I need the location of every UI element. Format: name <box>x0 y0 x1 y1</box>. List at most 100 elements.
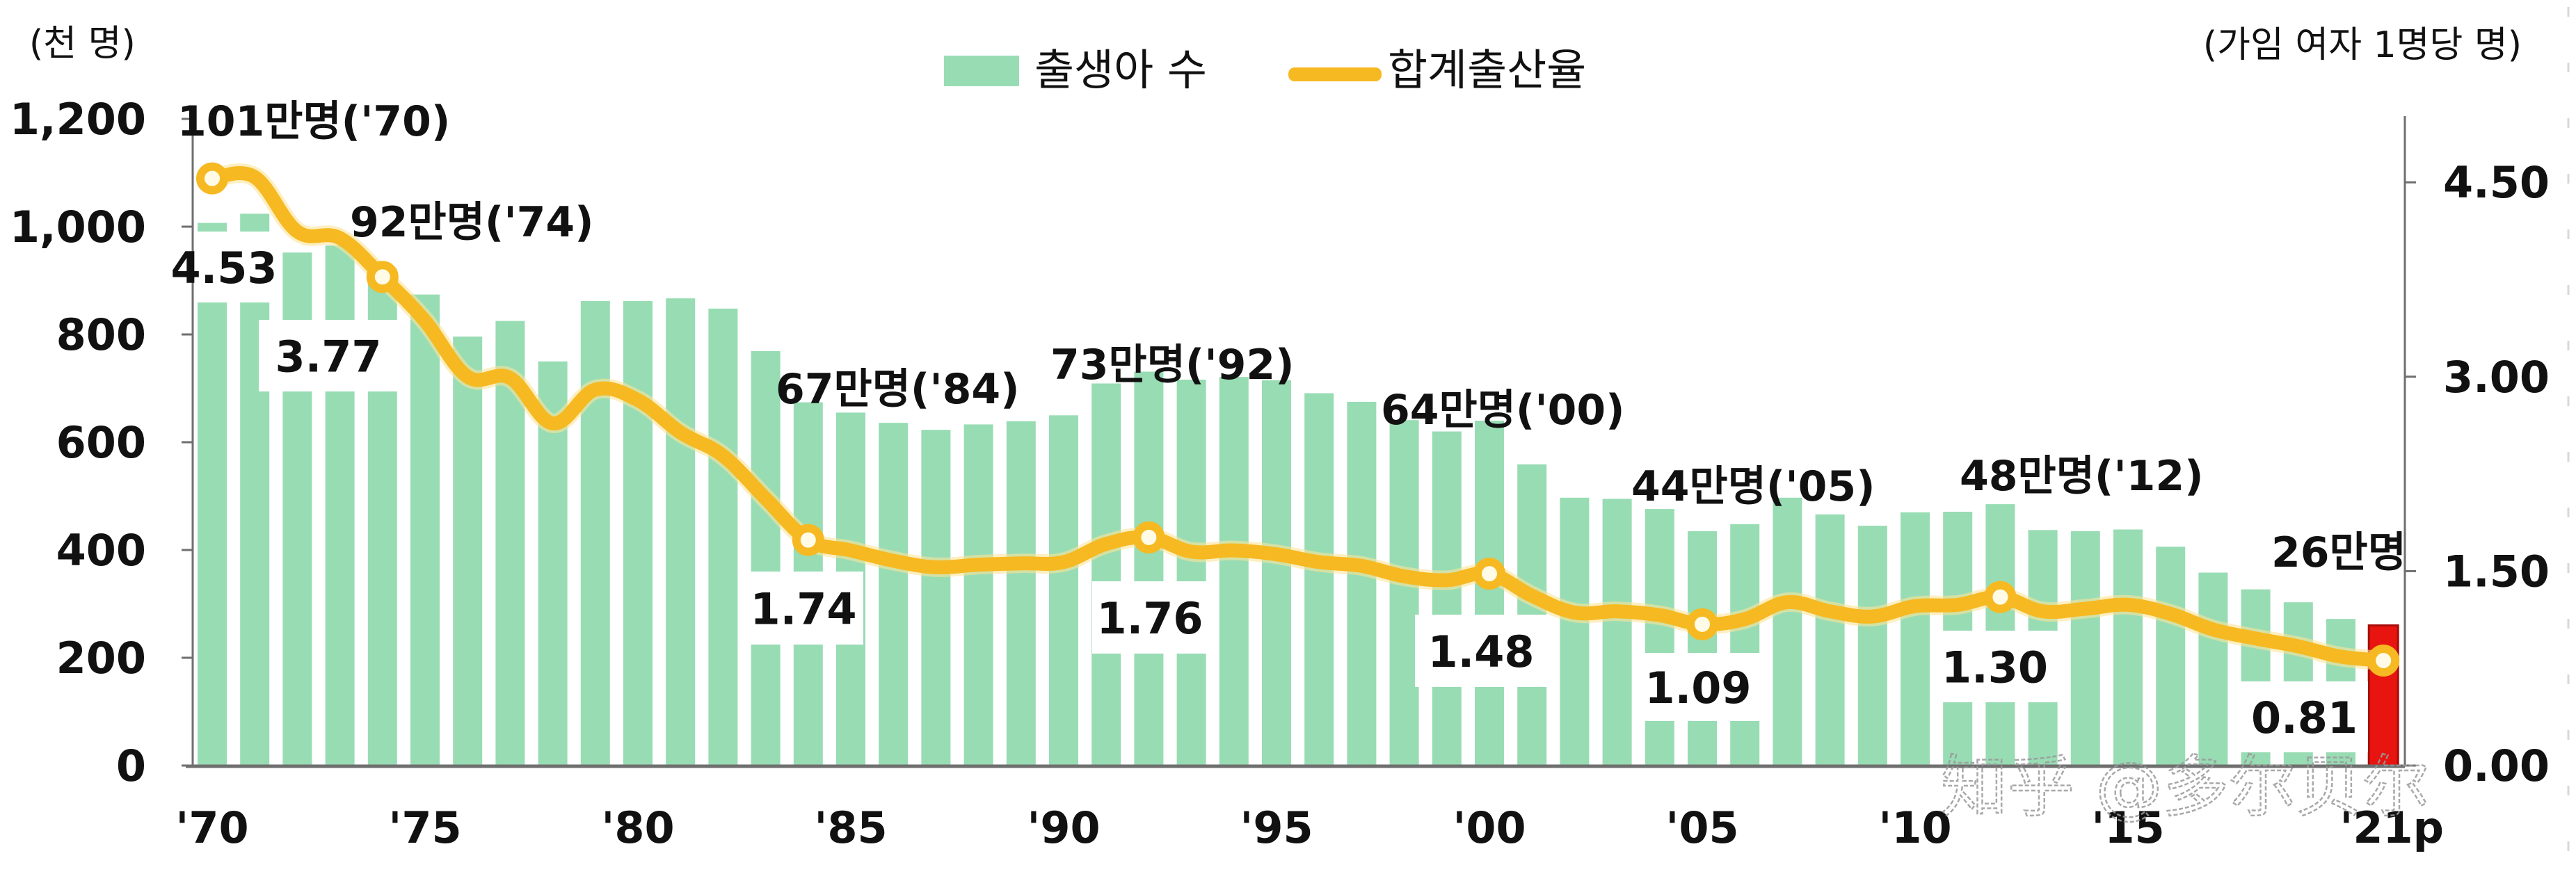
bar <box>1901 512 1930 766</box>
right-tick-label: 4.50 <box>2443 157 2550 208</box>
tfr-marker <box>1133 521 1165 553</box>
bar <box>921 430 951 766</box>
bar <box>963 424 993 766</box>
bar <box>1602 499 1632 766</box>
bar <box>879 423 909 766</box>
tfr-marker <box>1984 581 2017 613</box>
left-tick-label: 200 <box>56 633 146 683</box>
birth-count-annotation: 44만명('05) <box>1631 462 1875 511</box>
legend: 출생아 수 합계출산율 <box>944 44 1586 95</box>
birth-count-annotation: 92만명('74) <box>350 198 594 247</box>
bar <box>410 294 440 766</box>
right-axis-unit-label: (가임 여자 1명당 명) <box>2203 24 2522 66</box>
tfr-value-label: 1.09 <box>1645 663 1752 713</box>
bar <box>1432 431 1462 766</box>
birth-count-annotation: 73만명('92) <box>1050 341 1295 389</box>
tfr-value-label: 1.76 <box>1097 593 1203 644</box>
bar <box>1006 421 1036 766</box>
bar <box>1815 514 1845 766</box>
bar <box>1134 371 1164 766</box>
bar <box>2070 531 2100 766</box>
tfr-label-box <box>259 320 398 391</box>
line-markers <box>196 162 2400 677</box>
legend-line-label: 합계출산율 <box>1388 44 1586 95</box>
tfr-label-boxes <box>178 232 2368 752</box>
bar <box>198 222 227 766</box>
right-tick-label: 3.00 <box>2443 352 2550 403</box>
birth-count-annotation: 67만명('84) <box>776 365 1020 414</box>
x-tick-label: '85 <box>814 802 887 853</box>
axes: 0 200 400 600 800 1,000 1,200 0.00 1.50 3.00 4.50 '… <box>10 94 2550 853</box>
tfr-marker <box>1473 558 1505 590</box>
birth-count-annotation: 48만명('12) <box>1960 452 2204 501</box>
tfr-marker <box>792 524 824 556</box>
tfr-value-label: 1.74 <box>751 584 857 635</box>
bar <box>2198 572 2228 766</box>
x-tick-label: '21p <box>2339 802 2444 853</box>
tfr-label-box <box>1415 615 1547 687</box>
left-tick-label: 1,000 <box>10 202 146 252</box>
legend-bar-label: 출생아 수 <box>1034 44 1207 95</box>
x-tick-label: '00 <box>1453 802 1526 853</box>
left-tick-label: 800 <box>56 309 146 360</box>
annotations: 4.53 3.77 1.74 1.76 1.48 1.09 1.30 0.81 101만명('7… <box>171 97 2406 743</box>
bar <box>708 308 738 766</box>
bar <box>623 300 653 766</box>
legend-bar-swatch <box>944 56 1019 86</box>
bar <box>1730 524 1760 766</box>
x-tick-label: '80 <box>601 802 674 853</box>
left-tick-label: 600 <box>56 417 146 468</box>
x-tick-label: '90 <box>1027 802 1100 853</box>
right-tick-label: 1.50 <box>2443 546 2550 597</box>
bar <box>751 351 781 766</box>
tfr-marker <box>1686 608 1718 640</box>
bar <box>1773 497 1802 766</box>
x-tick-label: '95 <box>1240 802 1313 853</box>
bar <box>1304 393 1334 766</box>
bar <box>240 213 270 766</box>
bar <box>1475 421 1504 766</box>
legend-line-swatch <box>1288 67 1382 81</box>
bar <box>580 300 610 766</box>
left-tick-label: 400 <box>56 525 146 576</box>
tfr-label-box <box>1635 653 1761 721</box>
left-tick-label: 0 <box>116 741 146 791</box>
birth-count-annotation: 64만명('00) <box>1381 386 1625 435</box>
tfr-value-label: 3.77 <box>275 332 382 382</box>
tfr-label-box <box>1092 581 1208 654</box>
bar <box>1389 420 1419 766</box>
birth-count-annotation: 26만명 <box>2271 528 2406 577</box>
tfr-value-label: 0.81 <box>2251 693 2358 743</box>
tfr-label-box <box>1930 631 2059 702</box>
right-tick-label: 0.00 <box>2443 741 2550 791</box>
x-tick-label: '70 <box>175 802 248 853</box>
bar <box>1219 377 1249 766</box>
bar <box>1262 380 1291 766</box>
tfr-marker <box>2367 645 2400 677</box>
tfr-value-label: 1.30 <box>1942 642 2048 693</box>
bar <box>1176 380 1206 766</box>
x-tick-label: '05 <box>1665 802 1738 853</box>
bar <box>2156 547 2186 766</box>
watermark: 知乎 @多尔贝尔 <box>1941 748 2430 826</box>
bar <box>1091 383 1121 766</box>
birth-count-annotation: 101만명('70) <box>177 97 450 146</box>
bar <box>2113 529 2143 766</box>
x-tick-label: '10 <box>1878 802 1951 853</box>
bar <box>1560 497 1590 766</box>
bar <box>1347 401 1377 766</box>
bar <box>453 337 483 766</box>
tfr-label-box <box>744 572 863 645</box>
tfr-label-box <box>2241 681 2368 752</box>
tfr-marker <box>366 261 399 293</box>
left-tick-label: 1,200 <box>10 94 146 145</box>
bar <box>1857 526 1887 766</box>
x-tick-label: '15 <box>2091 802 2164 853</box>
tfr-value-label: 4.53 <box>171 243 278 293</box>
tfr-value-label: 1.48 <box>1428 626 1535 677</box>
bar <box>1049 415 1078 766</box>
bar <box>1688 531 1717 766</box>
left-axis-unit-label: (천 명) <box>29 23 136 65</box>
x-tick-label: '75 <box>388 802 461 853</box>
